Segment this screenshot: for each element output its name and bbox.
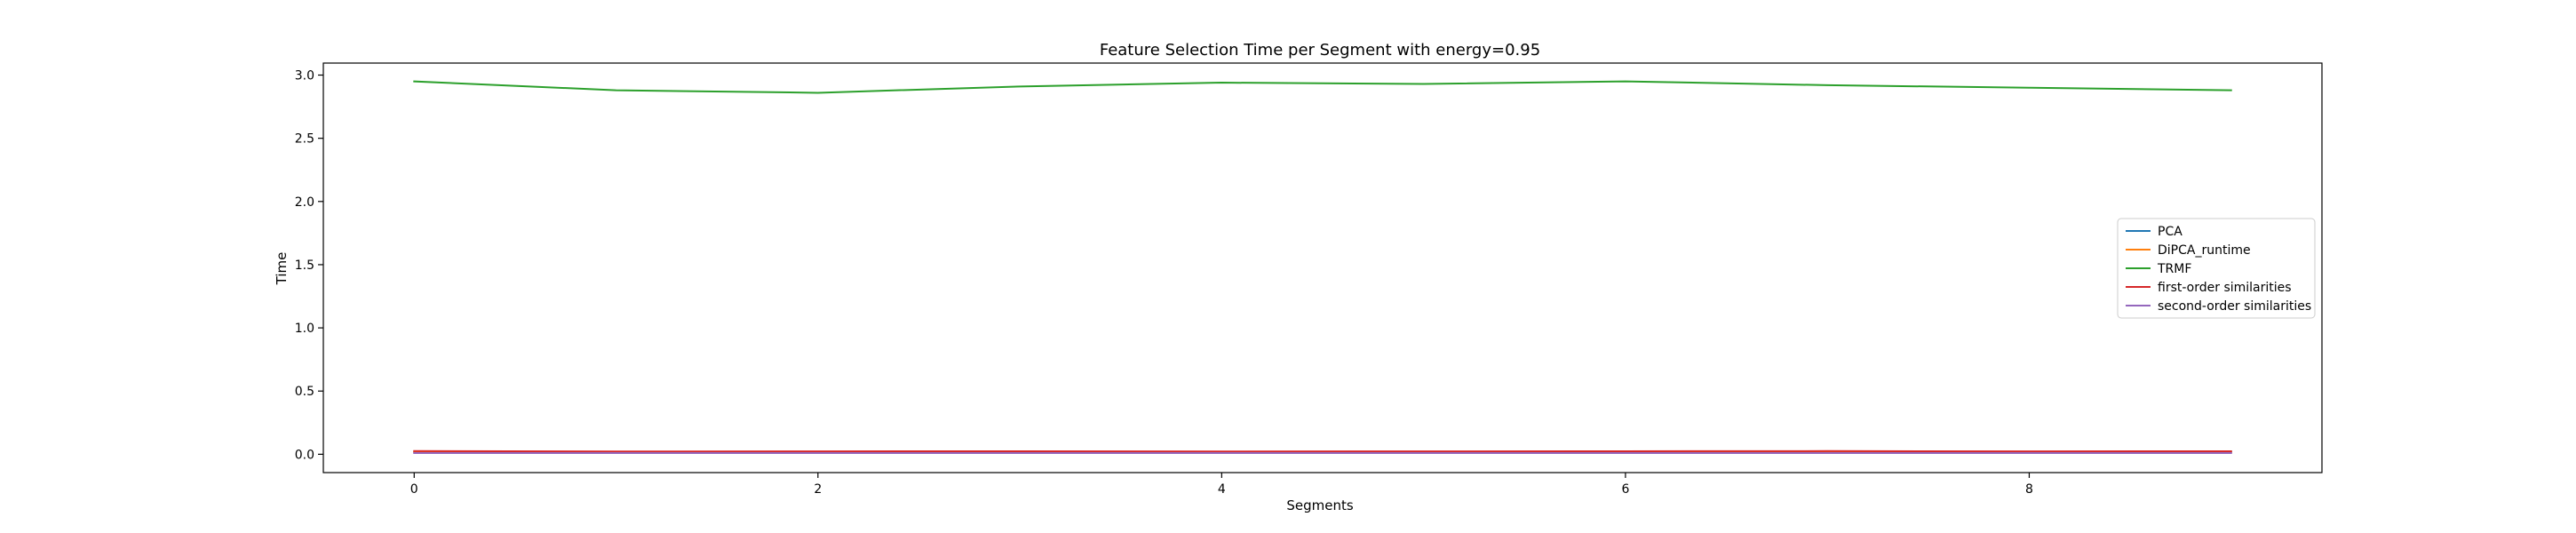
x-tick-label: 8 <box>2025 482 2033 497</box>
x-tick-label: 4 <box>1218 482 1226 497</box>
plot-frame <box>322 62 2323 473</box>
series-group <box>413 80 2232 454</box>
y-axis-label: Time <box>274 252 290 286</box>
x-tick-label: 2 <box>814 482 822 497</box>
legend-label: DiPCA_runtime <box>2158 243 2251 258</box>
legend: PCA DiPCA_runtime TRMF first-order similari… <box>2117 218 2316 319</box>
y-axis: 0.0 0.5 1.0 1.5 2.0 2.5 3.0 <box>295 69 323 462</box>
legend-label: TRMF <box>2157 262 2191 276</box>
legend-label: first-order similarities <box>2158 281 2292 295</box>
plot-area <box>322 62 2323 473</box>
x-tick-label: 6 <box>1621 482 1629 497</box>
x-axis: 0 2 4 6 8 <box>410 473 2033 497</box>
x-tick-label: 0 <box>410 482 418 497</box>
y-tick-label: 0.5 <box>295 385 314 399</box>
legend-box <box>2117 218 2316 319</box>
chart-title: Feature Selection Time per Segment with … <box>1100 41 1540 60</box>
x-axis-label: Segments <box>1286 497 1354 513</box>
series-line-3 <box>413 80 2232 94</box>
y-tick-label: 2.5 <box>295 132 314 147</box>
legend-label: PCA <box>2158 225 2182 239</box>
y-tick-label: 1.0 <box>295 322 314 336</box>
y-tick-label: 0.0 <box>295 448 314 462</box>
y-tick-label: 3.0 <box>295 69 314 84</box>
legend-label: second-order similarities <box>2158 299 2311 314</box>
y-tick-label: 2.0 <box>295 195 314 210</box>
y-tick-label: 1.5 <box>295 259 314 273</box>
